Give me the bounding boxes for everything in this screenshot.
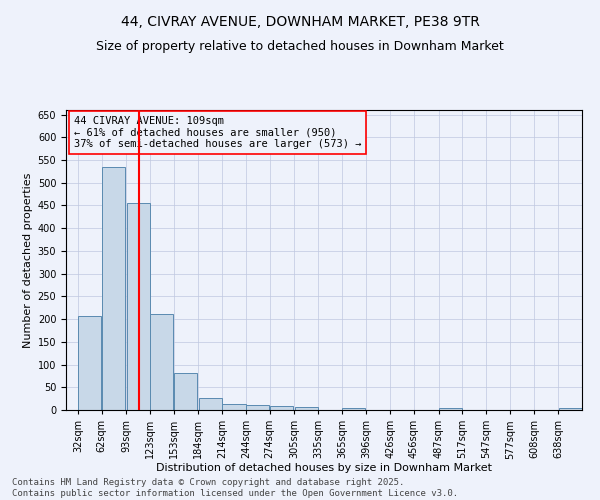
Bar bbox=[127, 203, 150, 410]
Text: Contains HM Land Registry data © Crown copyright and database right 2025.
Contai: Contains HM Land Registry data © Crown c… bbox=[12, 478, 458, 498]
Bar bbox=[223, 404, 245, 410]
Bar bbox=[559, 408, 581, 410]
Text: 44 CIVRAY AVENUE: 109sqm
← 61% of detached houses are smaller (950)
37% of semi-: 44 CIVRAY AVENUE: 109sqm ← 61% of detach… bbox=[74, 116, 361, 149]
Bar bbox=[199, 398, 222, 410]
Text: 44, CIVRAY AVENUE, DOWNHAM MARKET, PE38 9TR: 44, CIVRAY AVENUE, DOWNHAM MARKET, PE38 … bbox=[121, 15, 479, 29]
Bar bbox=[78, 316, 101, 410]
Text: Size of property relative to detached houses in Downham Market: Size of property relative to detached ho… bbox=[96, 40, 504, 53]
Bar bbox=[246, 405, 269, 410]
Y-axis label: Number of detached properties: Number of detached properties bbox=[23, 172, 34, 348]
Bar bbox=[439, 408, 462, 410]
Bar bbox=[102, 167, 125, 410]
Bar bbox=[174, 373, 197, 410]
Bar bbox=[151, 314, 173, 410]
X-axis label: Distribution of detached houses by size in Downham Market: Distribution of detached houses by size … bbox=[156, 462, 492, 472]
Bar bbox=[295, 407, 318, 410]
Bar bbox=[270, 406, 293, 410]
Bar bbox=[342, 408, 365, 410]
